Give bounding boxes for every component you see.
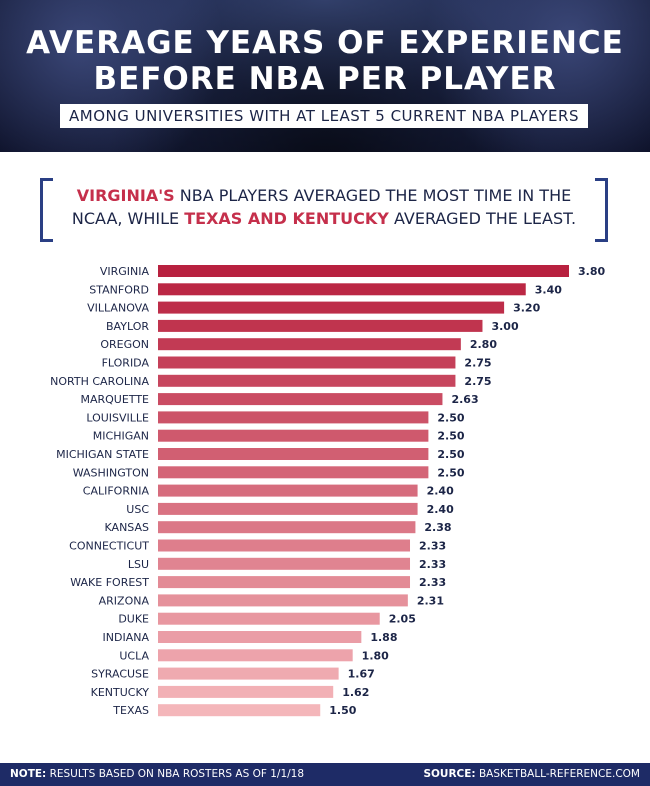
bar bbox=[158, 466, 429, 479]
value-label: 1.67 bbox=[348, 668, 375, 681]
chart-subtitle: AMONG UNIVERSITIES WITH AT LEAST 5 CURRE… bbox=[60, 104, 588, 128]
bar bbox=[158, 539, 411, 552]
category-label: MARQUETTE bbox=[80, 393, 149, 406]
value-label: 3.00 bbox=[491, 320, 518, 333]
category-label: VILLANOVA bbox=[87, 302, 149, 315]
category-label: KANSAS bbox=[105, 521, 149, 534]
bar bbox=[158, 429, 429, 442]
bar bbox=[158, 612, 380, 625]
callout-bracket-left bbox=[40, 178, 53, 242]
category-label: LOUISVILLE bbox=[86, 411, 149, 424]
category-label: VIRGINIA bbox=[100, 265, 150, 278]
header-banner: AVERAGE YEARS OF EXPERIENCE BEFORE NBA P… bbox=[0, 0, 650, 152]
category-label: CONNECTICUT bbox=[69, 540, 149, 553]
footer-note: NOTE: RESULTS BASED ON NBA ROSTERS AS OF… bbox=[10, 763, 304, 786]
category-label: DUKE bbox=[118, 613, 149, 626]
category-label: ARIZONA bbox=[99, 594, 150, 607]
bar bbox=[158, 557, 411, 570]
callout-bracket-right bbox=[595, 178, 608, 242]
category-label: FLORIDA bbox=[102, 357, 150, 370]
bar bbox=[158, 594, 408, 607]
category-label: LSU bbox=[128, 558, 149, 571]
callout-text-part4: AVERAGED THE LEAST. bbox=[388, 209, 577, 228]
value-label: 2.05 bbox=[389, 613, 416, 626]
bar bbox=[158, 667, 339, 680]
callout-text: VIRGINIA'S NBA PLAYERS AVERAGED THE MOST… bbox=[56, 184, 592, 230]
category-label: INDIANA bbox=[103, 631, 150, 644]
value-label: 2.33 bbox=[419, 558, 446, 571]
category-label: MICHIGAN STATE bbox=[56, 448, 149, 461]
category-label: STANFORD bbox=[89, 283, 149, 296]
value-label: 2.40 bbox=[427, 503, 454, 516]
category-label: MICHIGAN bbox=[93, 430, 149, 443]
footer-bar: NOTE: RESULTS BASED ON NBA ROSTERS AS OF… bbox=[0, 763, 650, 786]
value-label: 2.33 bbox=[419, 540, 446, 553]
category-label: NORTH CAROLINA bbox=[50, 375, 149, 388]
value-label: 2.50 bbox=[437, 411, 464, 424]
value-label: 2.50 bbox=[437, 466, 464, 479]
bar bbox=[158, 319, 483, 332]
value-label: 1.62 bbox=[342, 686, 369, 699]
chart-title-line2: BEFORE NBA PER PLAYER bbox=[93, 61, 557, 97]
bar bbox=[158, 283, 526, 296]
bar bbox=[158, 704, 321, 717]
category-label: TEXAS bbox=[112, 704, 149, 717]
callout-box: VIRGINIA'S NBA PLAYERS AVERAGED THE MOST… bbox=[40, 178, 608, 242]
category-label: WAKE FOREST bbox=[70, 576, 149, 589]
value-label: 1.50 bbox=[329, 704, 356, 717]
value-label: 2.75 bbox=[464, 375, 491, 388]
category-label: USC bbox=[126, 503, 149, 516]
bar bbox=[158, 502, 418, 515]
bar bbox=[158, 649, 353, 662]
footer-source: SOURCE: BASKETBALL-REFERENCE.COM bbox=[423, 763, 640, 786]
category-label: SYRACUSE bbox=[91, 668, 149, 681]
bar bbox=[158, 685, 334, 698]
value-label: 3.40 bbox=[535, 283, 562, 296]
bar bbox=[158, 301, 505, 314]
bar bbox=[158, 356, 456, 369]
chart-title-line1: AVERAGE YEARS OF EXPERIENCE bbox=[26, 25, 624, 61]
category-label: UCLA bbox=[119, 649, 149, 662]
value-label: 2.75 bbox=[464, 357, 491, 370]
value-label: 3.20 bbox=[513, 302, 540, 315]
category-label: KENTUCKY bbox=[91, 686, 150, 699]
value-label: 2.80 bbox=[470, 338, 497, 351]
source-label: SOURCE: bbox=[423, 768, 476, 780]
category-label: BAYLOR bbox=[106, 320, 149, 333]
value-label: 2.50 bbox=[437, 430, 464, 443]
value-label: 1.88 bbox=[370, 631, 397, 644]
bar bbox=[158, 521, 416, 534]
callout-text-part2: NBA PLAYERS AVERAGED THE MOST TIME IN TH… bbox=[71, 186, 572, 228]
bar bbox=[158, 393, 443, 406]
value-label: 3.80 bbox=[578, 265, 605, 278]
value-label: 2.40 bbox=[427, 485, 454, 498]
bar bbox=[158, 411, 429, 424]
value-label: 2.50 bbox=[437, 448, 464, 461]
bar bbox=[158, 576, 411, 589]
value-label: 2.38 bbox=[424, 521, 451, 534]
bar bbox=[158, 631, 362, 643]
value-label: 2.63 bbox=[451, 393, 478, 406]
bar bbox=[158, 338, 461, 351]
bar bbox=[158, 484, 418, 497]
bar-chart: VIRGINIA 3.80 STANFORD 3.40 VILLANOVA 3.20 BAY… bbox=[50, 265, 605, 717]
category-label: OREGON bbox=[100, 338, 149, 351]
category-label: CALIFORNIA bbox=[83, 485, 150, 498]
callout-highlight-texas-kentucky: TEXAS AND KENTUCKY bbox=[184, 209, 389, 228]
bar bbox=[158, 374, 456, 387]
value-label: 1.80 bbox=[362, 649, 389, 662]
note-text: RESULTS BASED ON NBA ROSTERS AS OF 1/1/1… bbox=[46, 768, 305, 780]
source-text: BASKETBALL-REFERENCE.COM bbox=[475, 768, 640, 780]
value-label: 2.33 bbox=[419, 576, 446, 589]
category-label: WASHINGTON bbox=[73, 466, 149, 479]
value-label: 2.31 bbox=[417, 594, 444, 607]
callout-highlight-virginia: VIRGINIA'S bbox=[76, 186, 175, 205]
note-label: NOTE: bbox=[10, 768, 47, 780]
bar bbox=[158, 265, 569, 277]
bar bbox=[158, 448, 429, 460]
